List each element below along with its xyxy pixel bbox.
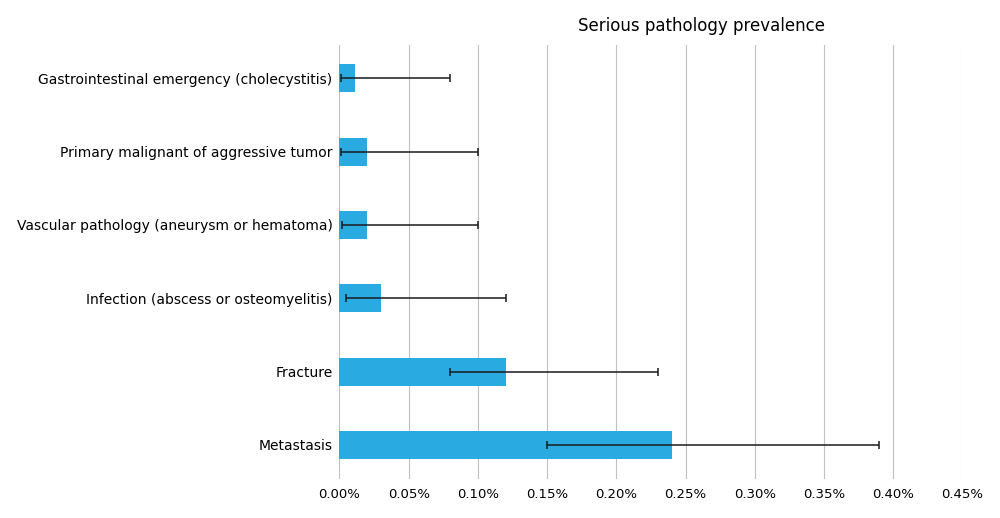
- Text: Serious pathology prevalence: Serious pathology prevalence: [578, 17, 825, 35]
- Bar: [339, 64, 355, 92]
- Bar: [339, 431, 672, 459]
- Bar: [339, 357, 506, 385]
- Bar: [339, 211, 367, 239]
- Bar: [339, 138, 367, 166]
- Bar: [339, 284, 381, 312]
